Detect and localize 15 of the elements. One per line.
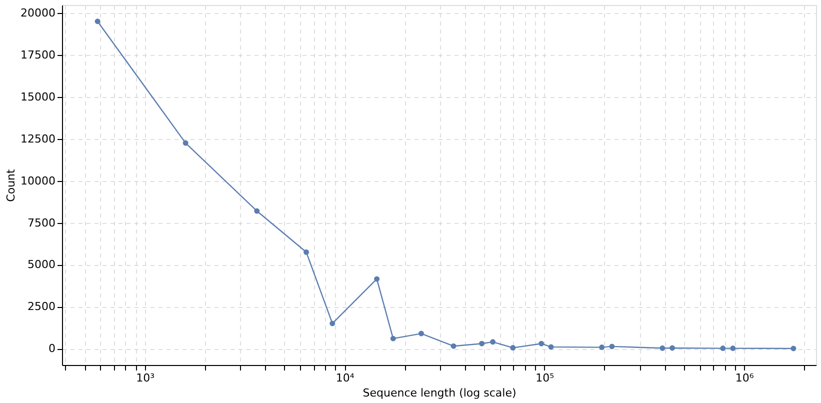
- y-axis-title: Count: [4, 168, 18, 202]
- y-tick-label: 5000: [28, 258, 56, 272]
- y-tick-label: 2500: [28, 300, 56, 314]
- y-tick-label: 20000: [20, 6, 56, 20]
- y-tick-label: 10000: [20, 174, 56, 188]
- y-tick-label: 15000: [20, 90, 56, 104]
- x-tick-label: 10³: [136, 372, 155, 384]
- x-axis-title: Sequence length (log scale): [362, 386, 516, 400]
- y-tick-label: 17500: [20, 48, 56, 62]
- x-tick-label: 10⁴: [336, 372, 355, 384]
- x-tick-label: 10⁵: [536, 372, 554, 384]
- y-tick-label: 12500: [20, 132, 56, 146]
- y-tick-label: 0: [48, 342, 56, 356]
- y-tick-label: 7500: [28, 216, 56, 230]
- x-tick-label: 10⁶: [735, 372, 754, 384]
